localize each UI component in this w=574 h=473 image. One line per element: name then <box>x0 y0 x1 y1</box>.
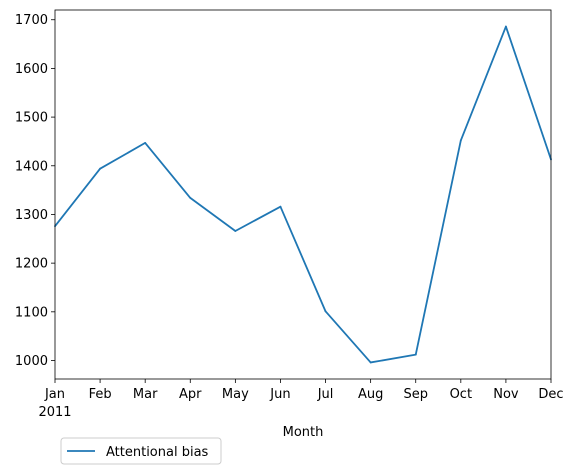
data-point <box>279 205 282 208</box>
x-tick-label: Jul <box>317 387 334 402</box>
x-axis-title: Month <box>283 425 324 440</box>
legend-box <box>60 437 222 465</box>
x-tick-label: Aug <box>358 387 383 402</box>
x-axis-year-label: 2011 <box>38 405 71 420</box>
x-tick-label: Oct <box>450 387 472 402</box>
y-tick-label: 1700 <box>15 13 48 28</box>
series-lines <box>54 25 552 364</box>
legend: Attentional bias <box>60 437 222 465</box>
x-tick-label: Jun <box>269 387 290 402</box>
y-tick-label: 1400 <box>15 159 48 174</box>
y-tick-label: 1500 <box>15 111 48 126</box>
series-line <box>54 25 552 364</box>
data-point <box>324 310 327 313</box>
x-tick-label: Sep <box>403 387 428 402</box>
y-axis-ticks: 1000 1100 1200 1300 1400 1500 1600 1700 <box>15 13 55 369</box>
data-point <box>189 197 192 199</box>
y-tick-label: 1200 <box>15 257 48 272</box>
data-point <box>505 25 507 28</box>
x-tick-label: Jan <box>44 387 65 402</box>
x-tick-label: Dec <box>538 387 563 402</box>
y-tick-label: 1600 <box>15 62 48 77</box>
data-point <box>234 230 237 232</box>
data-point <box>459 139 462 142</box>
x-tick-label: Nov <box>493 387 519 402</box>
data-point <box>369 361 372 364</box>
y-tick-label: 1300 <box>15 208 48 223</box>
x-tick-label: Mar <box>133 387 158 402</box>
x-axis-ticks: Jan Feb Mar Apr May Jun Jul Aug Sep Oct Nov Dec <box>44 379 564 402</box>
x-tick-label: Feb <box>89 387 112 402</box>
data-point <box>414 353 417 356</box>
data-point <box>144 141 147 144</box>
x-tick-label: Apr <box>179 387 202 402</box>
y-tick-label: 1100 <box>15 305 48 320</box>
data-point <box>99 167 101 170</box>
legend-label: Attentional bias <box>106 445 209 460</box>
x-tick-label: May <box>222 387 249 402</box>
plot-frame <box>54 9 552 380</box>
y-tick-label: 1000 <box>15 354 48 369</box>
